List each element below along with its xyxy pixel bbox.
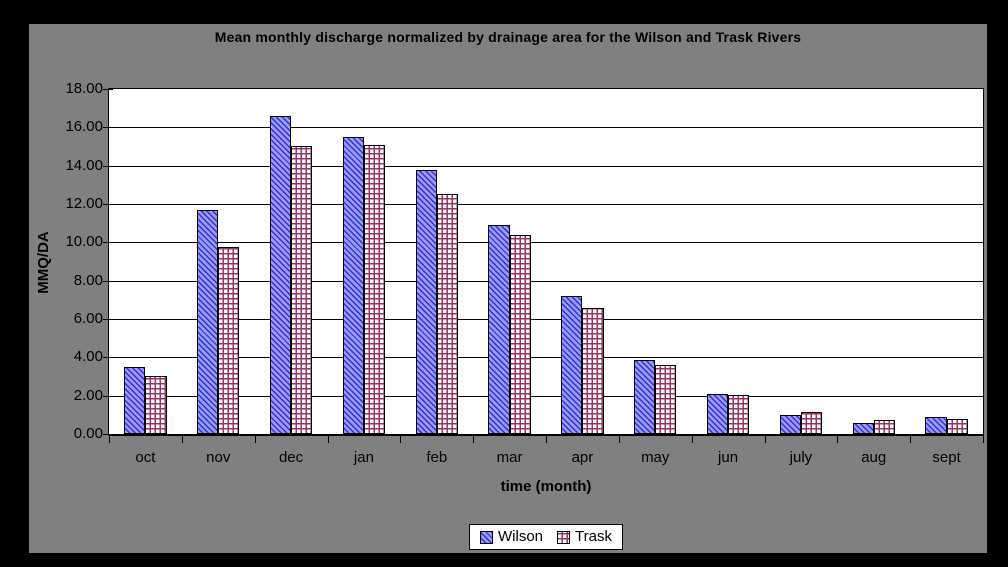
x-category-label-sept: sept — [932, 449, 961, 466]
gridline-4 — [109, 357, 983, 359]
bar-trask-july — [800, 411, 823, 434]
x-category-label-dec: dec — [278, 449, 304, 466]
gridline-10 — [109, 242, 983, 244]
y-tick-label-16.00: 16.00 — [65, 118, 103, 136]
x-tick-mark-8 — [691, 436, 693, 443]
x-tick-mark-5 — [473, 436, 475, 443]
y-tick-label-0.00: 0.00 — [73, 425, 103, 442]
x-category-label-feb: feb — [426, 449, 448, 466]
plot-area — [108, 88, 984, 436]
y-tick-mark-12.00 — [103, 204, 113, 205]
gridline-12 — [109, 204, 983, 205]
y-tick-mark-14.00 — [103, 165, 113, 167]
x-category-label-july: july — [789, 449, 813, 466]
legend-label-trask: Trask — [575, 528, 612, 545]
x-category-label-nov: nov — [206, 449, 231, 466]
legend-swatch-trask-icon — [557, 530, 571, 544]
gridline-6 — [109, 319, 983, 320]
y-tick-mark-4.00 — [103, 357, 113, 359]
x-category-label-jan: jan — [353, 449, 374, 466]
x-category-label-jun: jun — [718, 449, 739, 466]
bar-wilson-may — [634, 360, 656, 434]
bar-trask-aug — [873, 419, 895, 434]
bar-wilson-jan — [342, 136, 364, 434]
legend-swatch-wilson-icon — [480, 530, 494, 544]
bar-trask-dec — [291, 145, 313, 434]
y-tick-mark-0.00 — [103, 434, 113, 435]
bar-wilson-oct — [124, 366, 146, 434]
bar-wilson-dec — [269, 115, 292, 434]
y-tick-label-8.00: 8.00 — [73, 271, 103, 289]
y-tick-label-10.00: 10.00 — [65, 233, 103, 251]
chart-frame: Mean monthly discharge normalized by dra… — [29, 24, 987, 553]
gridline-14 — [109, 165, 983, 167]
bar-trask-jan — [363, 144, 386, 434]
legend-item-trask: Trask — [557, 529, 612, 545]
legend-label-wilson: Wilson — [498, 528, 544, 545]
y-tick-mark-2.00 — [103, 395, 113, 397]
bar-trask-oct — [145, 375, 167, 434]
gridline-16 — [109, 127, 983, 129]
x-tick-mark-7 — [618, 436, 620, 443]
bar-wilson-july — [779, 414, 801, 434]
y-tick-label-14.00: 14.00 — [65, 156, 103, 174]
legend-item-wilson: Wilson — [480, 529, 543, 545]
x-tick-mark-2 — [254, 436, 256, 443]
x-axis-title: time (month) — [500, 478, 592, 495]
bar-wilson-feb — [415, 169, 437, 434]
x-tick-mark-9 — [764, 436, 766, 443]
bar-trask-nov — [218, 247, 240, 434]
bar-trask-mar — [509, 234, 531, 434]
x-category-label-oct: oct — [135, 449, 156, 466]
bar-trask-may — [655, 365, 677, 434]
bar-trask-feb — [436, 194, 458, 434]
y-tick-mark-16.00 — [103, 127, 113, 129]
bar-trask-jun — [728, 394, 750, 434]
x-tick-mark-6 — [546, 436, 547, 443]
gridline-2 — [109, 395, 983, 397]
y-tick-label-12.00: 12.00 — [65, 195, 103, 212]
y-tick-label-6.00: 6.00 — [73, 310, 103, 327]
x-category-label-may: may — [641, 449, 670, 466]
y-tick-mark-10.00 — [103, 242, 113, 244]
x-tick-mark-0 — [109, 436, 110, 443]
bar-wilson-sept — [925, 416, 947, 434]
x-tick-mark-11 — [910, 436, 912, 443]
bar-trask-apr — [582, 307, 604, 434]
chart-title: Mean monthly discharge normalized by dra… — [214, 29, 802, 45]
legend: Wilson Trask — [469, 524, 623, 550]
x-category-label-apr: apr — [571, 449, 594, 466]
bar-wilson-nov — [197, 209, 219, 434]
y-tick-label-2.00: 2.00 — [73, 386, 103, 404]
x-category-label-mar: mar — [496, 449, 523, 466]
x-tick-mark-4 — [400, 436, 402, 443]
y-tick-mark-6.00 — [103, 319, 113, 320]
bar-wilson-aug — [852, 422, 874, 434]
x-tick-mark-12 — [983, 436, 984, 443]
gridline-8 — [109, 280, 983, 282]
bar-wilson-mar — [488, 225, 510, 434]
y-tick-mark-8.00 — [103, 280, 113, 282]
y-tick-mark-18.00 — [103, 89, 113, 90]
y-tick-label-4.00: 4.00 — [73, 348, 103, 366]
x-category-label-aug: aug — [861, 449, 887, 466]
bar-trask-sept — [946, 418, 968, 434]
x-tick-mark-10 — [837, 436, 839, 443]
bar-wilson-jun — [706, 393, 729, 434]
bar-wilson-apr — [561, 296, 583, 434]
y-tick-label-18.00: 18.00 — [65, 80, 103, 97]
x-tick-mark-3 — [327, 436, 329, 443]
x-tick-mark-1 — [181, 436, 183, 443]
y-axis-title: MMQ/DA — [31, 88, 55, 436]
